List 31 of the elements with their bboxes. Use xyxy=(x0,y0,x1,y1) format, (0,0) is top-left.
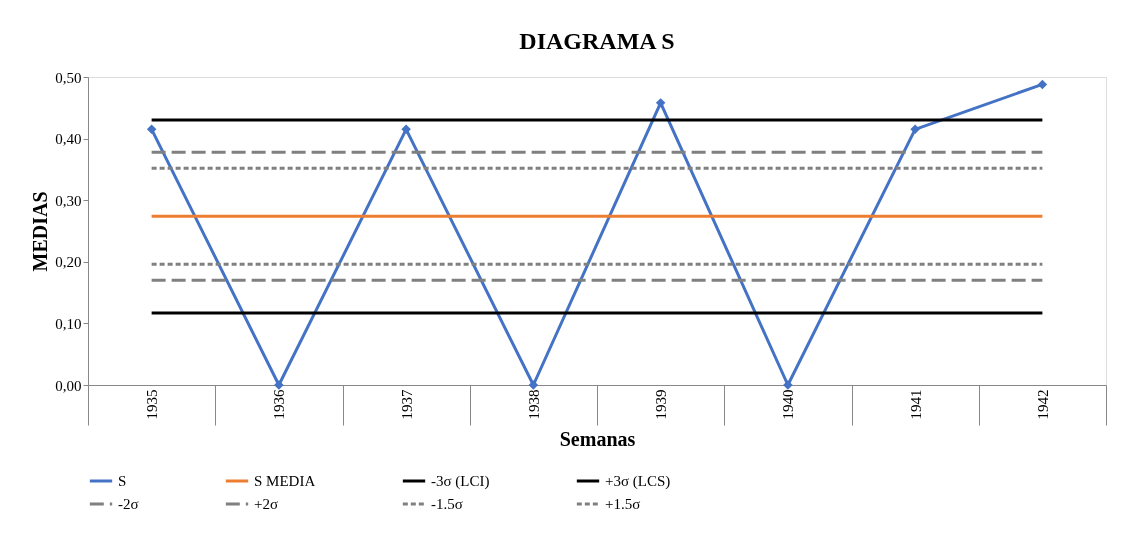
x-tick-label: 1937 xyxy=(398,389,415,420)
y-tick-label: 0,20 xyxy=(55,254,82,271)
y-tick-label: 0,30 xyxy=(55,192,82,209)
point xyxy=(401,124,411,135)
x-tick-label: 1936 xyxy=(271,389,288,420)
y-tick-label: 0,50 xyxy=(55,69,82,86)
y-tick-label: 0,40 xyxy=(55,131,82,148)
point xyxy=(1037,79,1048,90)
legend-label: S xyxy=(118,473,127,489)
x-tick-label: 1940 xyxy=(780,389,797,420)
x-tick-label: 1941 xyxy=(907,389,924,420)
legend-label: -1.5σ xyxy=(431,496,463,512)
legend-label: +3σ (LCS) xyxy=(605,473,671,490)
legend-label: +1.5σ xyxy=(605,496,641,512)
chart-title: DIAGRAMA S xyxy=(519,28,675,54)
legend-label: -2σ xyxy=(118,496,139,512)
legend-label: +2σ xyxy=(254,496,279,512)
legend-label: S MEDIA xyxy=(254,473,316,489)
y-tick-label: 0,00 xyxy=(55,377,82,394)
x-tick-label: 1939 xyxy=(653,389,670,420)
x-tick-label: 1938 xyxy=(525,389,542,420)
x-tick-label: 1935 xyxy=(144,389,161,420)
legend-label: -3σ (LCI) xyxy=(431,473,490,490)
x-axis-title: Semanas xyxy=(559,428,636,450)
y-axis-title: MEDIAS xyxy=(29,191,52,272)
point xyxy=(910,124,920,135)
y-tick-label: 0,10 xyxy=(55,315,82,332)
x-tick-label: 1942 xyxy=(1034,389,1051,420)
point xyxy=(655,98,666,108)
point xyxy=(146,124,157,135)
point xyxy=(528,380,539,390)
